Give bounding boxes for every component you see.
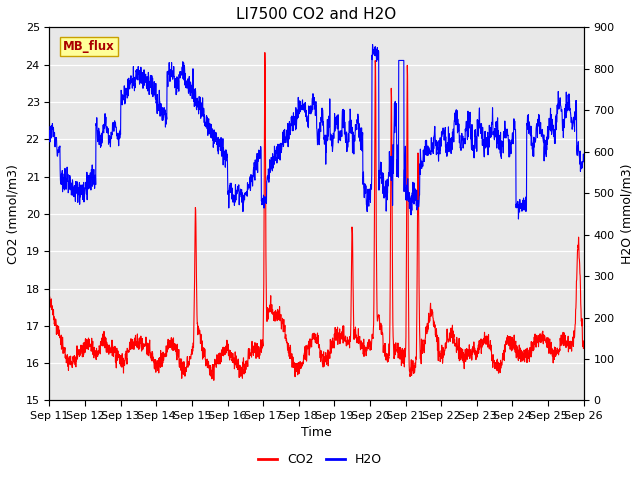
Legend: CO2, H2O: CO2, H2O <box>253 448 387 471</box>
Y-axis label: CO2 (mmol/m3): CO2 (mmol/m3) <box>7 164 20 264</box>
Y-axis label: H2O (mmol/m3): H2O (mmol/m3) <box>620 164 633 264</box>
Text: MB_flux: MB_flux <box>63 40 115 53</box>
Title: LI7500 CO2 and H2O: LI7500 CO2 and H2O <box>236 7 397 22</box>
X-axis label: Time: Time <box>301 426 332 440</box>
